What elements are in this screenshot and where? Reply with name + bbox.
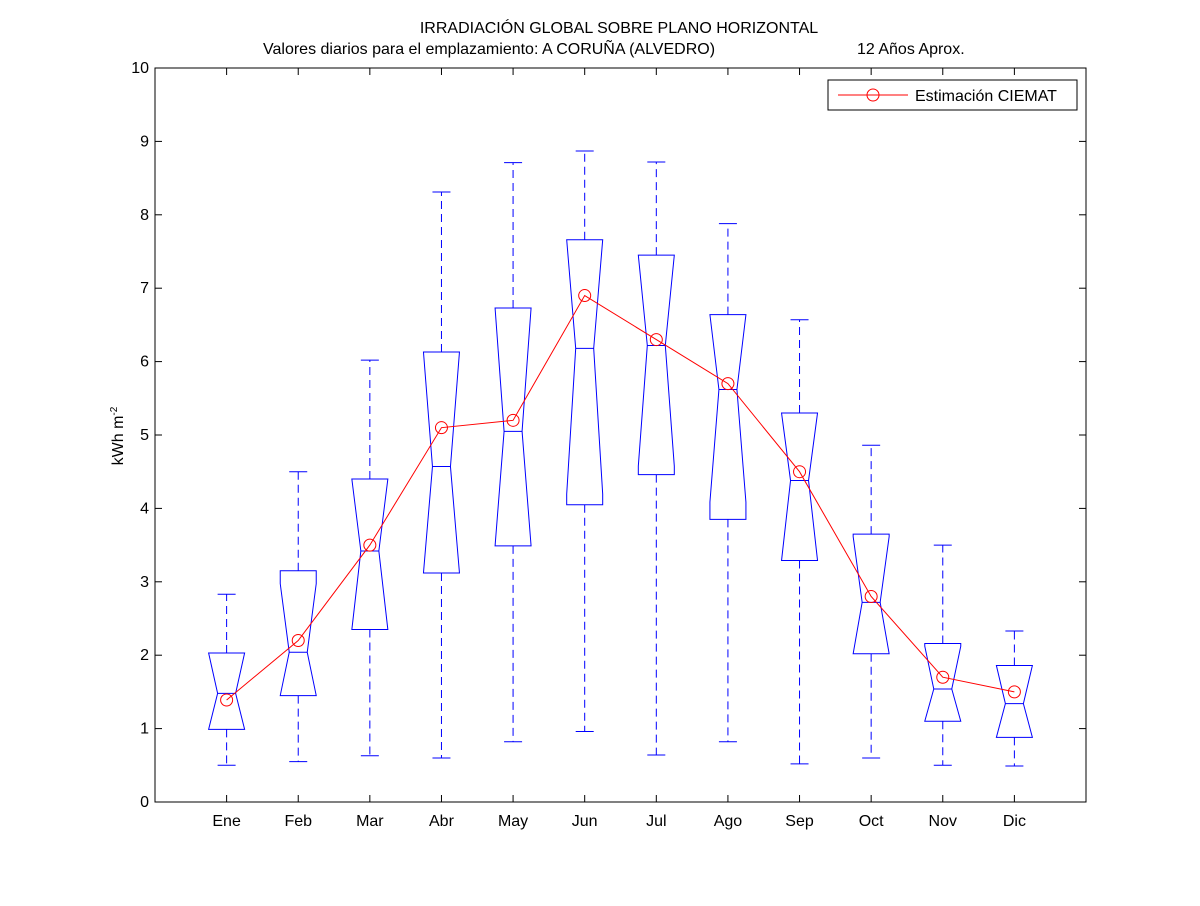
- x-tick-label: May: [498, 813, 528, 830]
- box-jun: [566, 150, 604, 733]
- y-tick-label: 0: [140, 794, 149, 811]
- y-tick-label: 8: [140, 207, 149, 224]
- y-tick-label: 7: [140, 280, 149, 297]
- box-ene: [207, 593, 246, 766]
- box-body: [709, 314, 747, 520]
- y-tick-label: 6: [140, 354, 149, 371]
- y-axis-label-main: kWh m: [110, 416, 127, 466]
- series-point: [721, 377, 735, 391]
- y-tick-label: 10: [131, 60, 149, 77]
- series-point: [793, 465, 807, 479]
- boxes: [207, 150, 1034, 767]
- x-tick-label: Jul: [646, 813, 666, 830]
- box-sep: [780, 319, 819, 765]
- series-point: [363, 538, 377, 552]
- series-point: [936, 670, 950, 684]
- box-nov: [924, 544, 962, 766]
- y-tick-label: 4: [140, 500, 149, 517]
- x-tick-label: Mar: [356, 813, 384, 830]
- series-point: [864, 589, 878, 603]
- series-point: [506, 413, 520, 427]
- series-point: [291, 634, 305, 648]
- box-abr: [422, 191, 461, 759]
- chart-subtitle-right: 12 Años Aprox.: [857, 41, 965, 58]
- y-axis-label: kWh m-2: [109, 406, 127, 465]
- x-tick-label: Dic: [1003, 813, 1026, 830]
- axes: 0 1 2 3 4 5 6 7 8 9 10 Ene Feb Mar Abr May Jun Jul Ago Sep O…: [131, 60, 1086, 830]
- x-tick-label: Sep: [785, 813, 814, 830]
- svg-text:kWh m-2: kWh m-2: [109, 406, 127, 465]
- x-tick-label: Nov: [929, 813, 957, 830]
- y-tick-label: 5: [140, 427, 149, 444]
- box-body: [637, 254, 675, 476]
- y-tick-label: 9: [140, 133, 149, 150]
- series-group: [220, 289, 1021, 707]
- x-tick-label: Ago: [714, 813, 743, 830]
- series-point: [578, 289, 592, 303]
- x-tick-label: Oct: [859, 813, 884, 830]
- y-tick-label: 2: [140, 647, 149, 664]
- x-tick-label: Ene: [212, 813, 241, 830]
- box-ago: [709, 223, 747, 743]
- series-point: [220, 693, 234, 707]
- box-feb: [279, 471, 317, 763]
- y-tick-label: 3: [140, 574, 149, 591]
- box-mar: [351, 359, 389, 757]
- plot-area: [154, 67, 1087, 803]
- box-body: [279, 570, 317, 697]
- box-body: [566, 239, 604, 506]
- chart-subtitle-left: Valores diarios para el emplazamiento: A…: [263, 38, 715, 58]
- x-tick-label: Jun: [572, 813, 598, 830]
- chart-title: IRRADIACIÓN GLOBAL SOBRE PLANO HORIZONTA…: [420, 18, 818, 37]
- box-dic: [995, 630, 1034, 767]
- x-tick-label: Feb: [284, 813, 312, 830]
- legend-marker: [866, 88, 880, 102]
- series-point: [434, 421, 448, 435]
- legend-label: Estimación CIEMAT: [915, 88, 1057, 105]
- series-line: [226, 294, 1015, 701]
- y-axis-label-sup: -2: [109, 406, 120, 415]
- box-body: [924, 642, 962, 722]
- legend: Estimación CIEMAT: [827, 79, 1078, 111]
- box-body: [852, 533, 890, 655]
- series-point: [649, 333, 663, 347]
- box-may: [494, 162, 532, 743]
- x-tick-label: Abr: [429, 813, 455, 830]
- series-point: [1007, 685, 1021, 699]
- y-tick-label: 1: [140, 721, 149, 738]
